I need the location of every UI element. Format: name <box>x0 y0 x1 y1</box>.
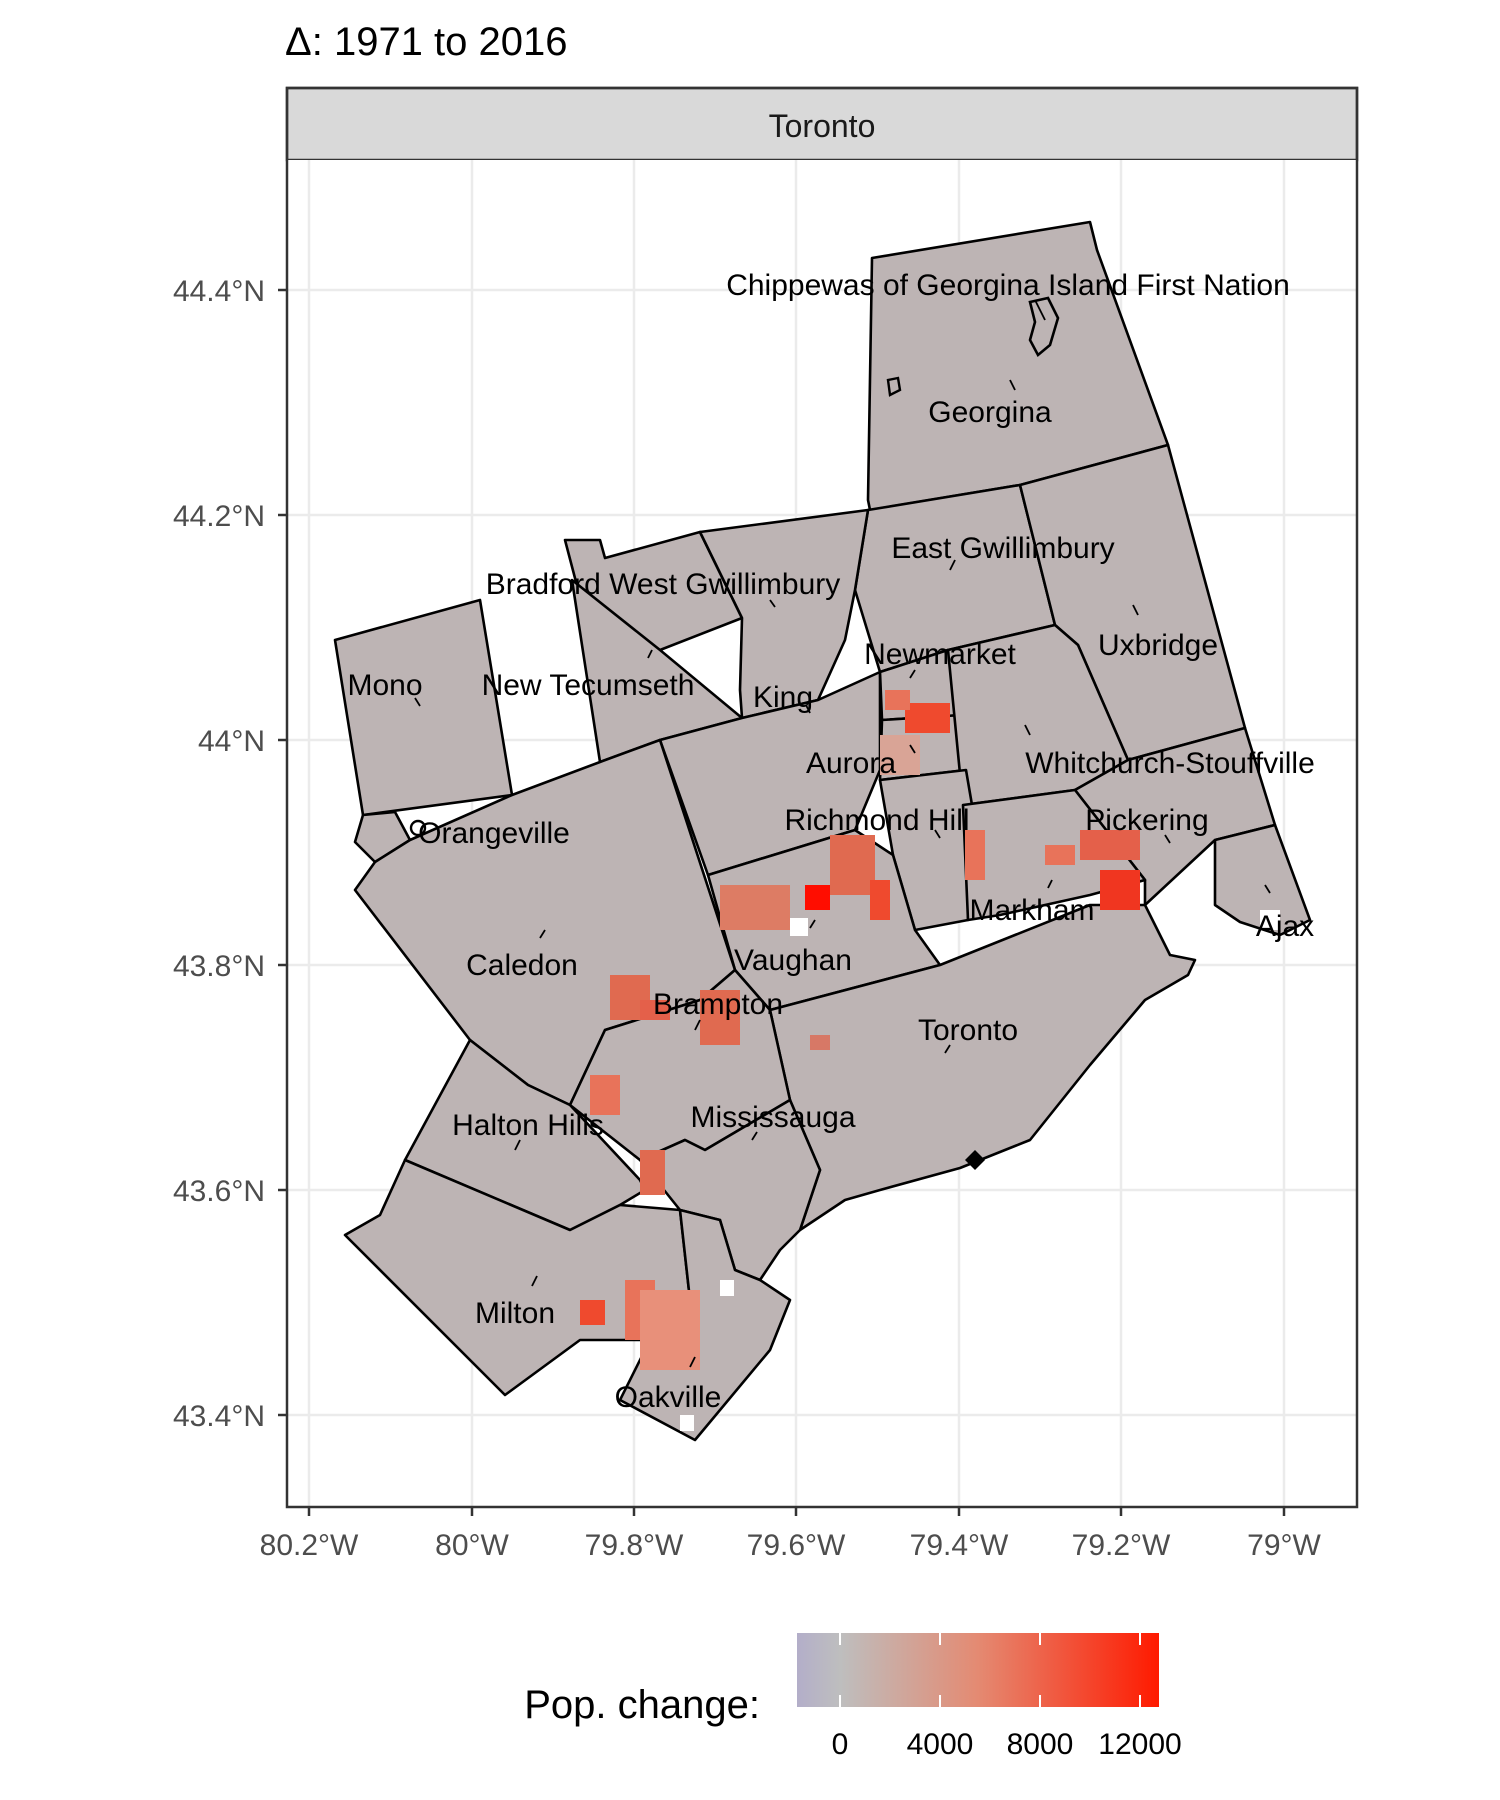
legend-tick-label: 12000 <box>1098 1728 1181 1761</box>
place-label: Richmond Hill <box>784 804 969 837</box>
place-label: Markham <box>969 894 1094 927</box>
place-label: Mono <box>347 669 422 702</box>
y-axis: 44.4°N 44.2°N 44°N 43.8°N 43.6°N 43.4°N <box>173 275 287 1433</box>
place-label: Milton <box>475 1297 555 1330</box>
label-leaders <box>409 299 1271 1368</box>
facet-strip <box>285 86 1359 162</box>
place-label: Georgina <box>928 396 1052 429</box>
legend-tick-label: 4000 <box>907 1728 974 1761</box>
region-mono <box>333 598 514 817</box>
place-label: Uxbridge <box>1098 629 1218 662</box>
place-label: Ajax <box>1256 910 1314 943</box>
x-tick-label: 79.2°W <box>1072 1529 1171 1562</box>
legend-ticks: 0 4000 8000 12000 <box>832 1633 1182 1761</box>
y-tick-label: 44.4°N <box>173 275 265 308</box>
chart-title: Δ: 1971 to 2016 <box>285 20 568 64</box>
place-label: New Tecumseth <box>482 669 695 702</box>
x-tick-label: 79°W <box>1247 1529 1321 1562</box>
place-label: Caledon <box>466 949 578 982</box>
place-label: Chippewas of Georgina Island First Natio… <box>726 269 1290 302</box>
legend-colorbar <box>797 1633 1159 1707</box>
place-label: Bradford West Gwillimbury <box>486 568 841 601</box>
x-tick-label: 80.2°W <box>260 1529 359 1562</box>
place-label: Halton Hills <box>452 1109 604 1142</box>
place-label: King <box>753 681 813 714</box>
place-label: Pickering <box>1085 804 1208 837</box>
place-label: East Gwillimbury <box>891 532 1114 565</box>
small-island <box>886 376 902 397</box>
panel-border <box>285 86 1359 1509</box>
georgina-island <box>1028 296 1060 358</box>
place-labels: Chippewas of Georgina Island First Natio… <box>347 269 1314 1414</box>
y-tick-label: 43.4°N <box>173 1400 265 1433</box>
facet-label: Toronto <box>769 108 876 144</box>
y-tick-label: 43.8°N <box>173 950 265 983</box>
region-ajax <box>1213 823 1312 937</box>
legend-tick-label: 8000 <box>1007 1728 1074 1761</box>
legend-tick-label: 0 <box>832 1728 849 1761</box>
y-tick-label: 44°N <box>198 725 265 758</box>
legend: Pop. change: 0 4000 8000 12000 <box>524 1633 1182 1761</box>
x-tick-label: 80°W <box>435 1529 509 1562</box>
place-label: Mississauga <box>690 1101 855 1134</box>
municipalities <box>333 220 1312 1442</box>
place-label: Toronto <box>918 1014 1018 1047</box>
y-tick-label: 44.2°N <box>173 500 265 533</box>
place-label: Brampton <box>653 988 783 1021</box>
place-label: Newmarket <box>864 638 1016 671</box>
x-axis: 80.2°W 80°W 79.8°W 79.6°W 79.4°W 79.2°W 79°W <box>260 1507 1322 1562</box>
y-tick-label: 43.6°N <box>173 1175 265 1208</box>
legend-title: Pop. change: <box>524 1683 760 1727</box>
x-tick-label: 79.4°W <box>910 1529 1009 1562</box>
place-label: Vaughan <box>734 944 852 977</box>
change-patches <box>580 690 1280 1431</box>
place-label: Aurora <box>806 747 896 780</box>
place-label: Oakville <box>615 1381 722 1414</box>
x-tick-label: 79.8°W <box>585 1529 684 1562</box>
place-label: Orangeville <box>418 817 570 850</box>
toronto-islands <box>965 1150 985 1170</box>
place-label: Whitchurch-Stouffville <box>1025 747 1315 780</box>
x-tick-label: 79.6°W <box>747 1529 846 1562</box>
